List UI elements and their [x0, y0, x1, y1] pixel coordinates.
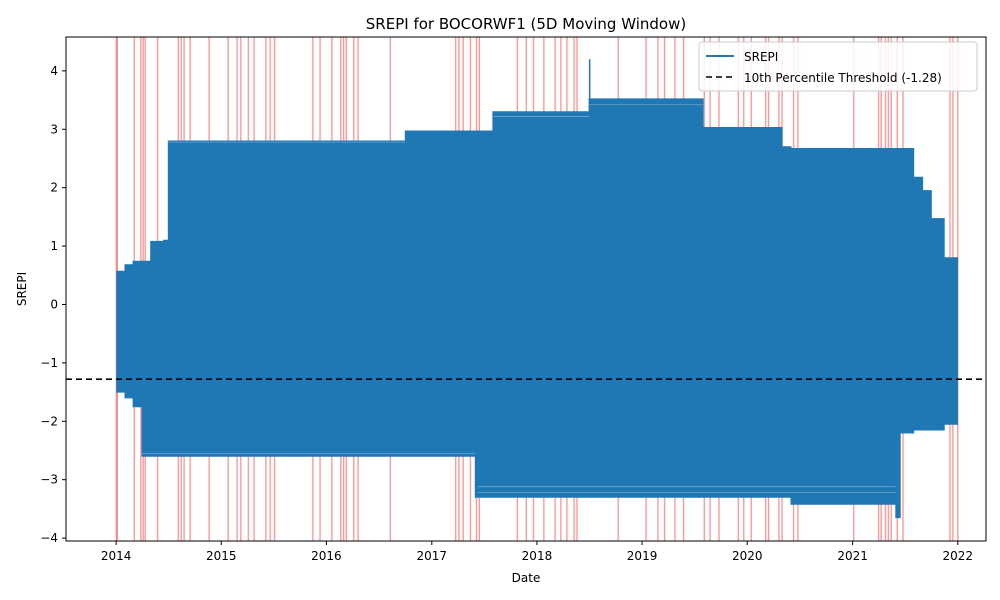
y-tick-label: −3 [40, 473, 58, 487]
legend-srepi-label: SREPI [744, 50, 778, 64]
x-axis-label: Date [512, 571, 541, 585]
legend: SREPI 10th Percentile Threshold (-1.28) [698, 41, 978, 92]
srepi-series [116, 59, 958, 519]
x-tick-label: 2020 [732, 549, 763, 563]
x-tick-label: 2017 [417, 549, 448, 563]
y-tick-label: −4 [40, 531, 58, 545]
y-tick-label: 3 [50, 122, 58, 136]
y-axis-label: SREPI [15, 272, 29, 306]
x-tick-label: 2018 [522, 549, 553, 563]
y-axis: −4 −3 −2 −1 0 1 2 3 4 [40, 64, 66, 545]
y-tick-label: −1 [40, 356, 58, 370]
y-tick-label: 2 [50, 181, 58, 195]
srepi-band [116, 98, 958, 519]
chart-title: SREPI for BOCORWF1 (5D Moving Window) [366, 15, 686, 33]
legend-threshold-label: 10th Percentile Threshold (-1.28) [744, 71, 942, 85]
plot-area [65, 36, 987, 542]
x-tick-label: 2021 [837, 549, 868, 563]
x-tick-label: 2015 [206, 549, 237, 563]
y-tick-label: 0 [50, 297, 58, 311]
x-tick-label: 2016 [311, 549, 342, 563]
legend-box [698, 41, 978, 92]
y-tick-label: 1 [50, 239, 58, 253]
y-tick-label: 4 [50, 64, 58, 78]
x-axis: 2014 2015 2016 2017 2018 2019 2020 2021 2022 [101, 541, 973, 563]
y-tick-label: −2 [40, 414, 58, 428]
x-tick-label: 2019 [627, 549, 658, 563]
x-tick-label: 2022 [942, 549, 973, 563]
x-tick-label: 2014 [101, 549, 132, 563]
